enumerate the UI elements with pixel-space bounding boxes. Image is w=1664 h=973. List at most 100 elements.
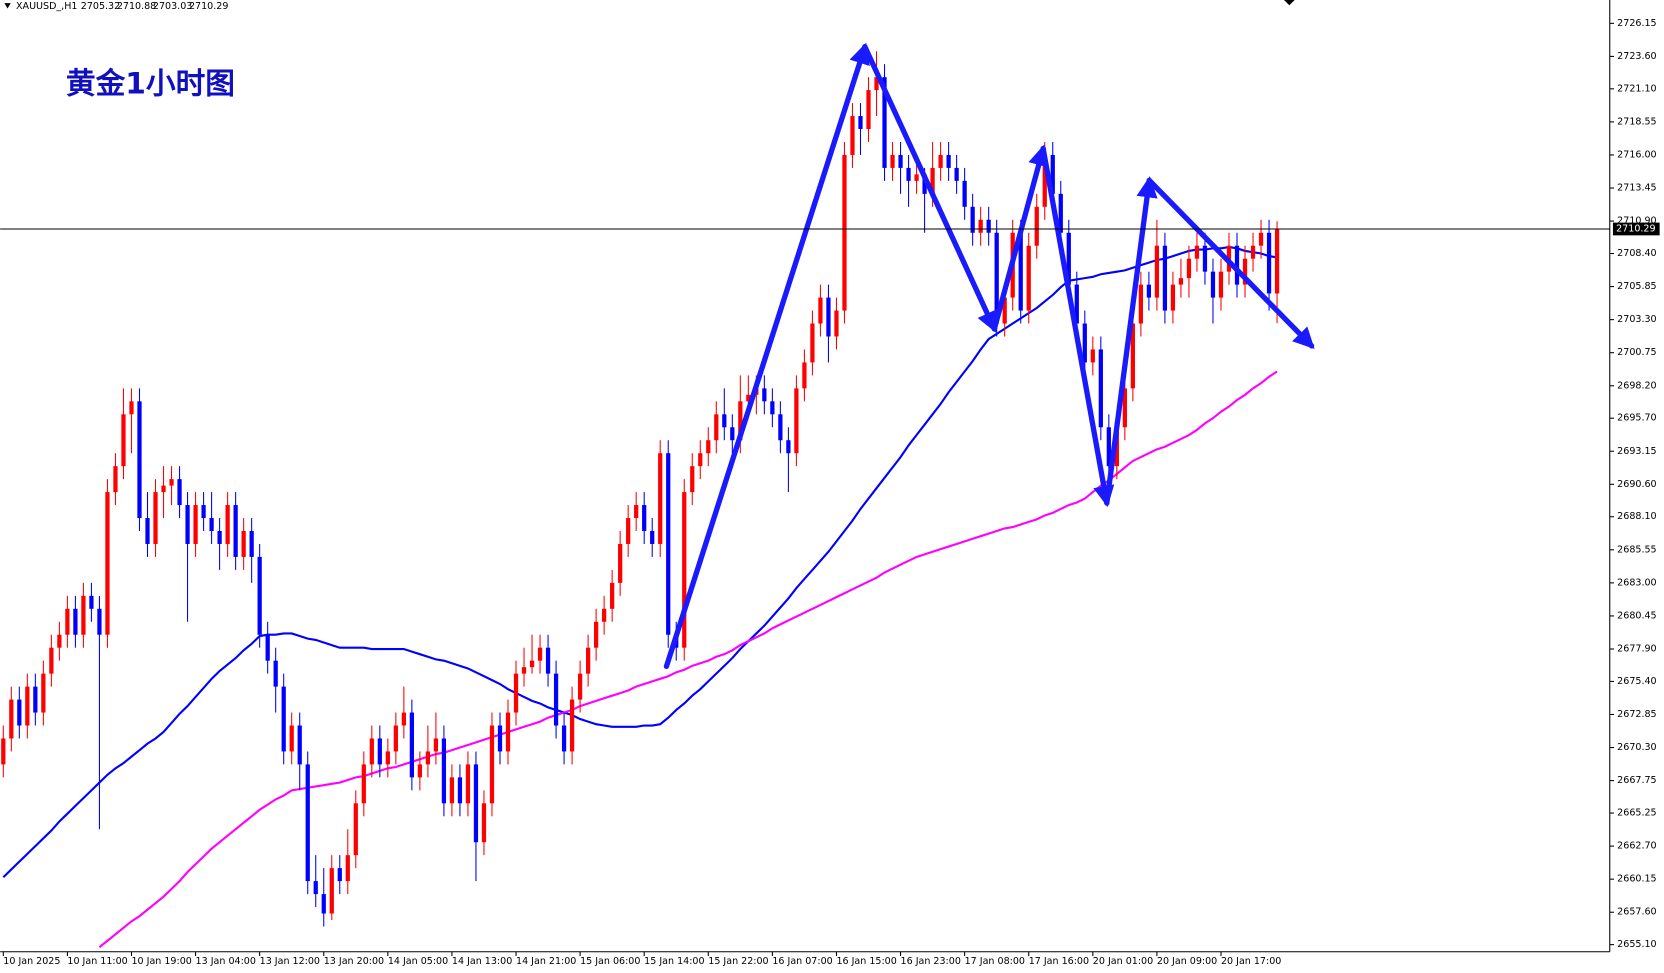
candle-body <box>105 492 110 635</box>
candle-body <box>233 505 238 557</box>
candle-body <box>289 725 294 752</box>
candle-body <box>161 485 166 493</box>
candle-body <box>714 414 719 441</box>
x-tick-label: 17 Jan 16:00 <box>1029 956 1089 967</box>
candle-body <box>1002 297 1007 324</box>
candle-body <box>634 505 639 519</box>
candle-body <box>906 167 911 181</box>
candle-body <box>329 868 334 914</box>
candle-body <box>738 401 743 441</box>
candle-body <box>281 686 286 752</box>
x-tick-label: 17 Jan 08:00 <box>965 956 1025 967</box>
y-tick-label: 2698.20 <box>1617 380 1656 391</box>
y-tick-label: 2693.15 <box>1617 446 1656 457</box>
y-tick-label: 2665.25 <box>1617 808 1656 819</box>
candle-body <box>81 595 86 635</box>
candle-body <box>257 556 262 635</box>
candle-body <box>169 479 174 486</box>
candle-body <box>1234 245 1240 285</box>
y-tick-label: 2695.70 <box>1617 413 1656 424</box>
arrow <box>862 44 997 333</box>
y-tick-label: 2685.55 <box>1617 544 1656 555</box>
candle-body <box>313 881 318 895</box>
candle-body <box>585 647 591 674</box>
candle-body <box>17 699 22 726</box>
candle-body <box>1218 271 1224 298</box>
candle-body <box>65 608 70 635</box>
candle-body <box>561 725 567 752</box>
candle-body <box>1082 323 1087 363</box>
y-tick-label: 2683.00 <box>1617 577 1656 588</box>
candle-body <box>970 206 975 233</box>
candle-body <box>866 90 871 130</box>
candle-body <box>1026 245 1031 311</box>
current-price-box <box>1612 222 1660 236</box>
candle-body <box>577 673 583 700</box>
y-tick-label: 2670.30 <box>1617 742 1656 753</box>
header-high: 2710.88 <box>117 1 156 12</box>
arrow <box>663 42 870 670</box>
x-tick-label: 10 Jan 11:00 <box>67 956 127 967</box>
moving-average <box>2 245 1278 878</box>
candle-body <box>113 466 118 493</box>
candle-body <box>1066 232 1071 285</box>
candle-body <box>97 608 102 635</box>
y-tick-label: 2680.45 <box>1617 610 1656 621</box>
candle-body <box>898 154 903 168</box>
candle-body <box>826 297 831 337</box>
candle-body <box>746 394 751 402</box>
candle-body <box>1098 349 1103 428</box>
arrow <box>1146 177 1315 349</box>
candle-body <box>1074 284 1079 324</box>
candle-body <box>914 174 919 181</box>
candle-body <box>425 751 431 765</box>
candle-body <box>802 362 807 389</box>
candle-body <box>1154 245 1160 298</box>
candle-body <box>185 505 190 544</box>
candle-body <box>922 174 927 194</box>
candle-body <box>650 530 655 544</box>
y-tick-label: 2677.90 <box>1617 643 1656 654</box>
candle-body <box>698 453 703 467</box>
candle-body <box>569 699 575 752</box>
y-tick-label: 2657.60 <box>1617 907 1656 918</box>
candle-body <box>722 414 727 428</box>
candle-body <box>441 738 447 804</box>
candle-body <box>25 686 30 726</box>
candle-body <box>9 699 14 739</box>
candle-body <box>1 738 6 765</box>
candle-body <box>137 401 142 519</box>
candle-body <box>618 543 623 583</box>
candle-body <box>794 388 799 454</box>
y-tick-label: 2688.10 <box>1617 511 1656 522</box>
candle-body <box>417 764 423 778</box>
header-low: 2703.03 <box>153 1 192 12</box>
candle-body <box>241 530 246 557</box>
candle-body <box>994 232 999 324</box>
candle-body <box>1274 228 1280 294</box>
x-tick-label: 15 Jan 14:00 <box>644 956 704 967</box>
candle-body <box>217 530 222 544</box>
candle-body <box>778 414 783 441</box>
x-tick-label: 20 Jan 09:00 <box>1157 956 1217 967</box>
candle-body <box>1194 245 1200 259</box>
y-tick-label: 2667.75 <box>1617 775 1656 786</box>
x-tick-label: 20 Jan 17:00 <box>1221 956 1281 967</box>
candle-body <box>33 686 38 713</box>
candle-body <box>297 725 302 765</box>
pattern-arrows <box>663 42 1315 670</box>
candle-body <box>465 764 471 804</box>
chart-title: 黄金1小时图 <box>66 66 235 101</box>
x-tick-label: 13 Jan 20:00 <box>324 956 384 967</box>
x-tick-label: 13 Jan 12:00 <box>260 956 320 967</box>
candle-body <box>1178 278 1184 285</box>
candle-body <box>962 180 967 207</box>
candle-body <box>610 582 615 609</box>
candle-body <box>433 738 439 752</box>
x-tick-label: 15 Jan 22:00 <box>708 956 768 967</box>
x-tick-label: 10 Jan 19:00 <box>131 956 191 967</box>
candle-body <box>209 518 214 531</box>
candle-body <box>1034 206 1039 246</box>
